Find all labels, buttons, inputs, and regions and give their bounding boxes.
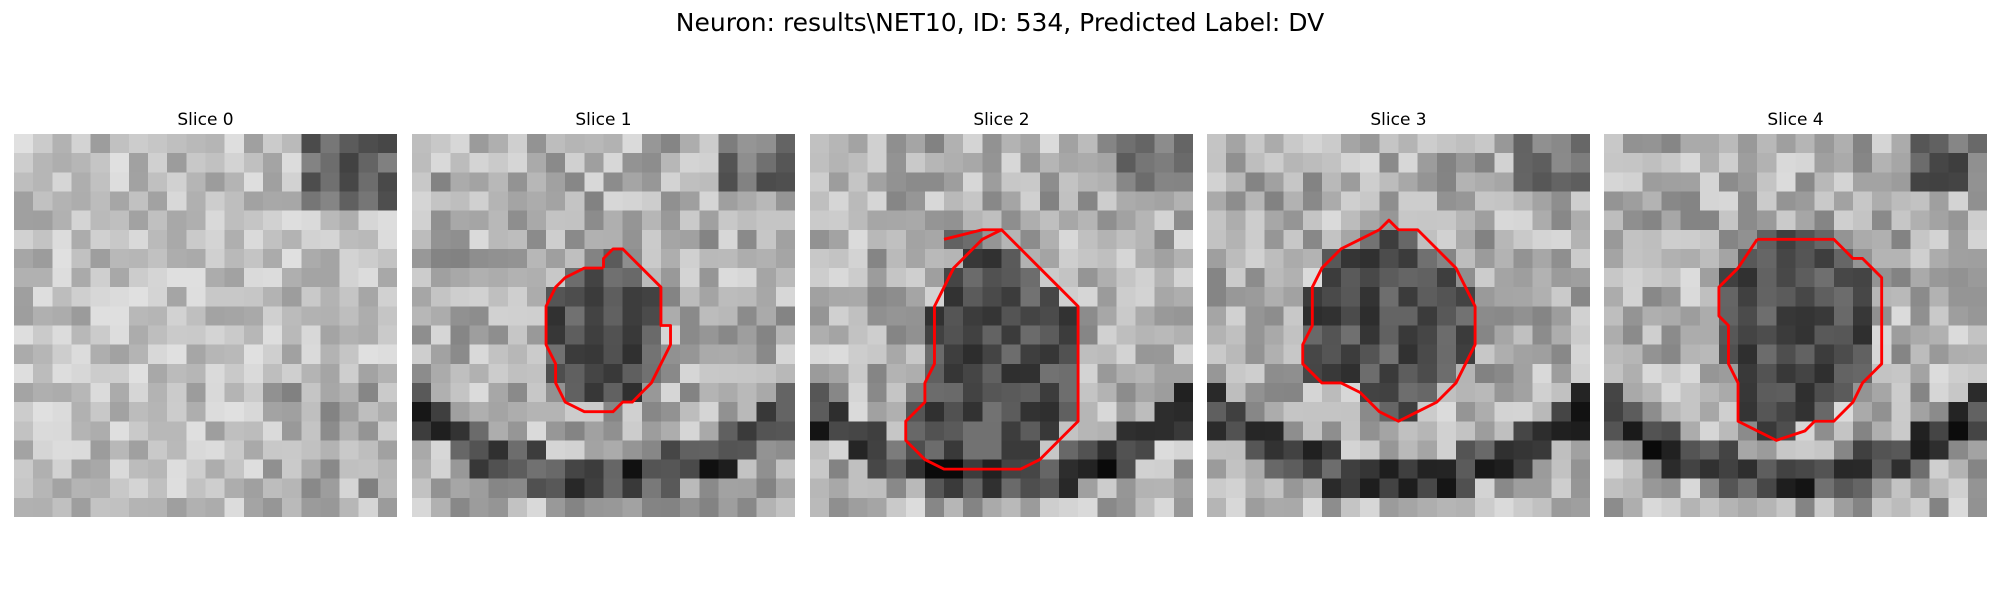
slice-title-0: Slice 0 [177, 110, 234, 130]
slice-image-4 [1604, 134, 1987, 517]
slice-canvas-0 [14, 134, 397, 517]
slice-title-2: Slice 2 [973, 110, 1030, 130]
contour-line-4 [1717, 237, 1884, 442]
slice-image-2 [810, 134, 1193, 517]
slice-title-3: Slice 3 [1370, 110, 1427, 130]
slice-canvas-3 [1207, 134, 1590, 517]
slice-panel-2: Slice 2 [810, 108, 1193, 517]
slice-canvas-1 [412, 134, 795, 517]
contour-line-3 [1301, 218, 1477, 423]
slice-canvas-2 [810, 134, 1193, 517]
slice-image-1 [412, 134, 795, 517]
slice-title-1: Slice 1 [575, 110, 632, 130]
slice-canvas-4 [1604, 134, 1987, 517]
contour-overlay-0 [14, 134, 397, 517]
slice-panel-3: Slice 3 [1207, 108, 1590, 517]
contour-overlay-4 [1717, 237, 1884, 442]
slice-image-0 [14, 134, 397, 517]
contour-overlay-3 [1301, 218, 1477, 423]
slice-panel-0: Slice 0 [14, 108, 397, 517]
figure-suptitle: Neuron: results\NET10, ID: 534, Predicte… [675, 8, 1325, 37]
contour-overlay-2 [904, 228, 1080, 471]
contour-line-1 [544, 247, 672, 414]
slice-panel-4: Slice 4 [1604, 108, 1987, 517]
slice-panel-1: Slice 1 [412, 108, 795, 517]
slice-title-4: Slice 4 [1767, 110, 1824, 130]
slice-image-3 [1207, 134, 1590, 517]
contour-line-2 [904, 228, 1080, 471]
contour-overlay-1 [544, 247, 672, 414]
